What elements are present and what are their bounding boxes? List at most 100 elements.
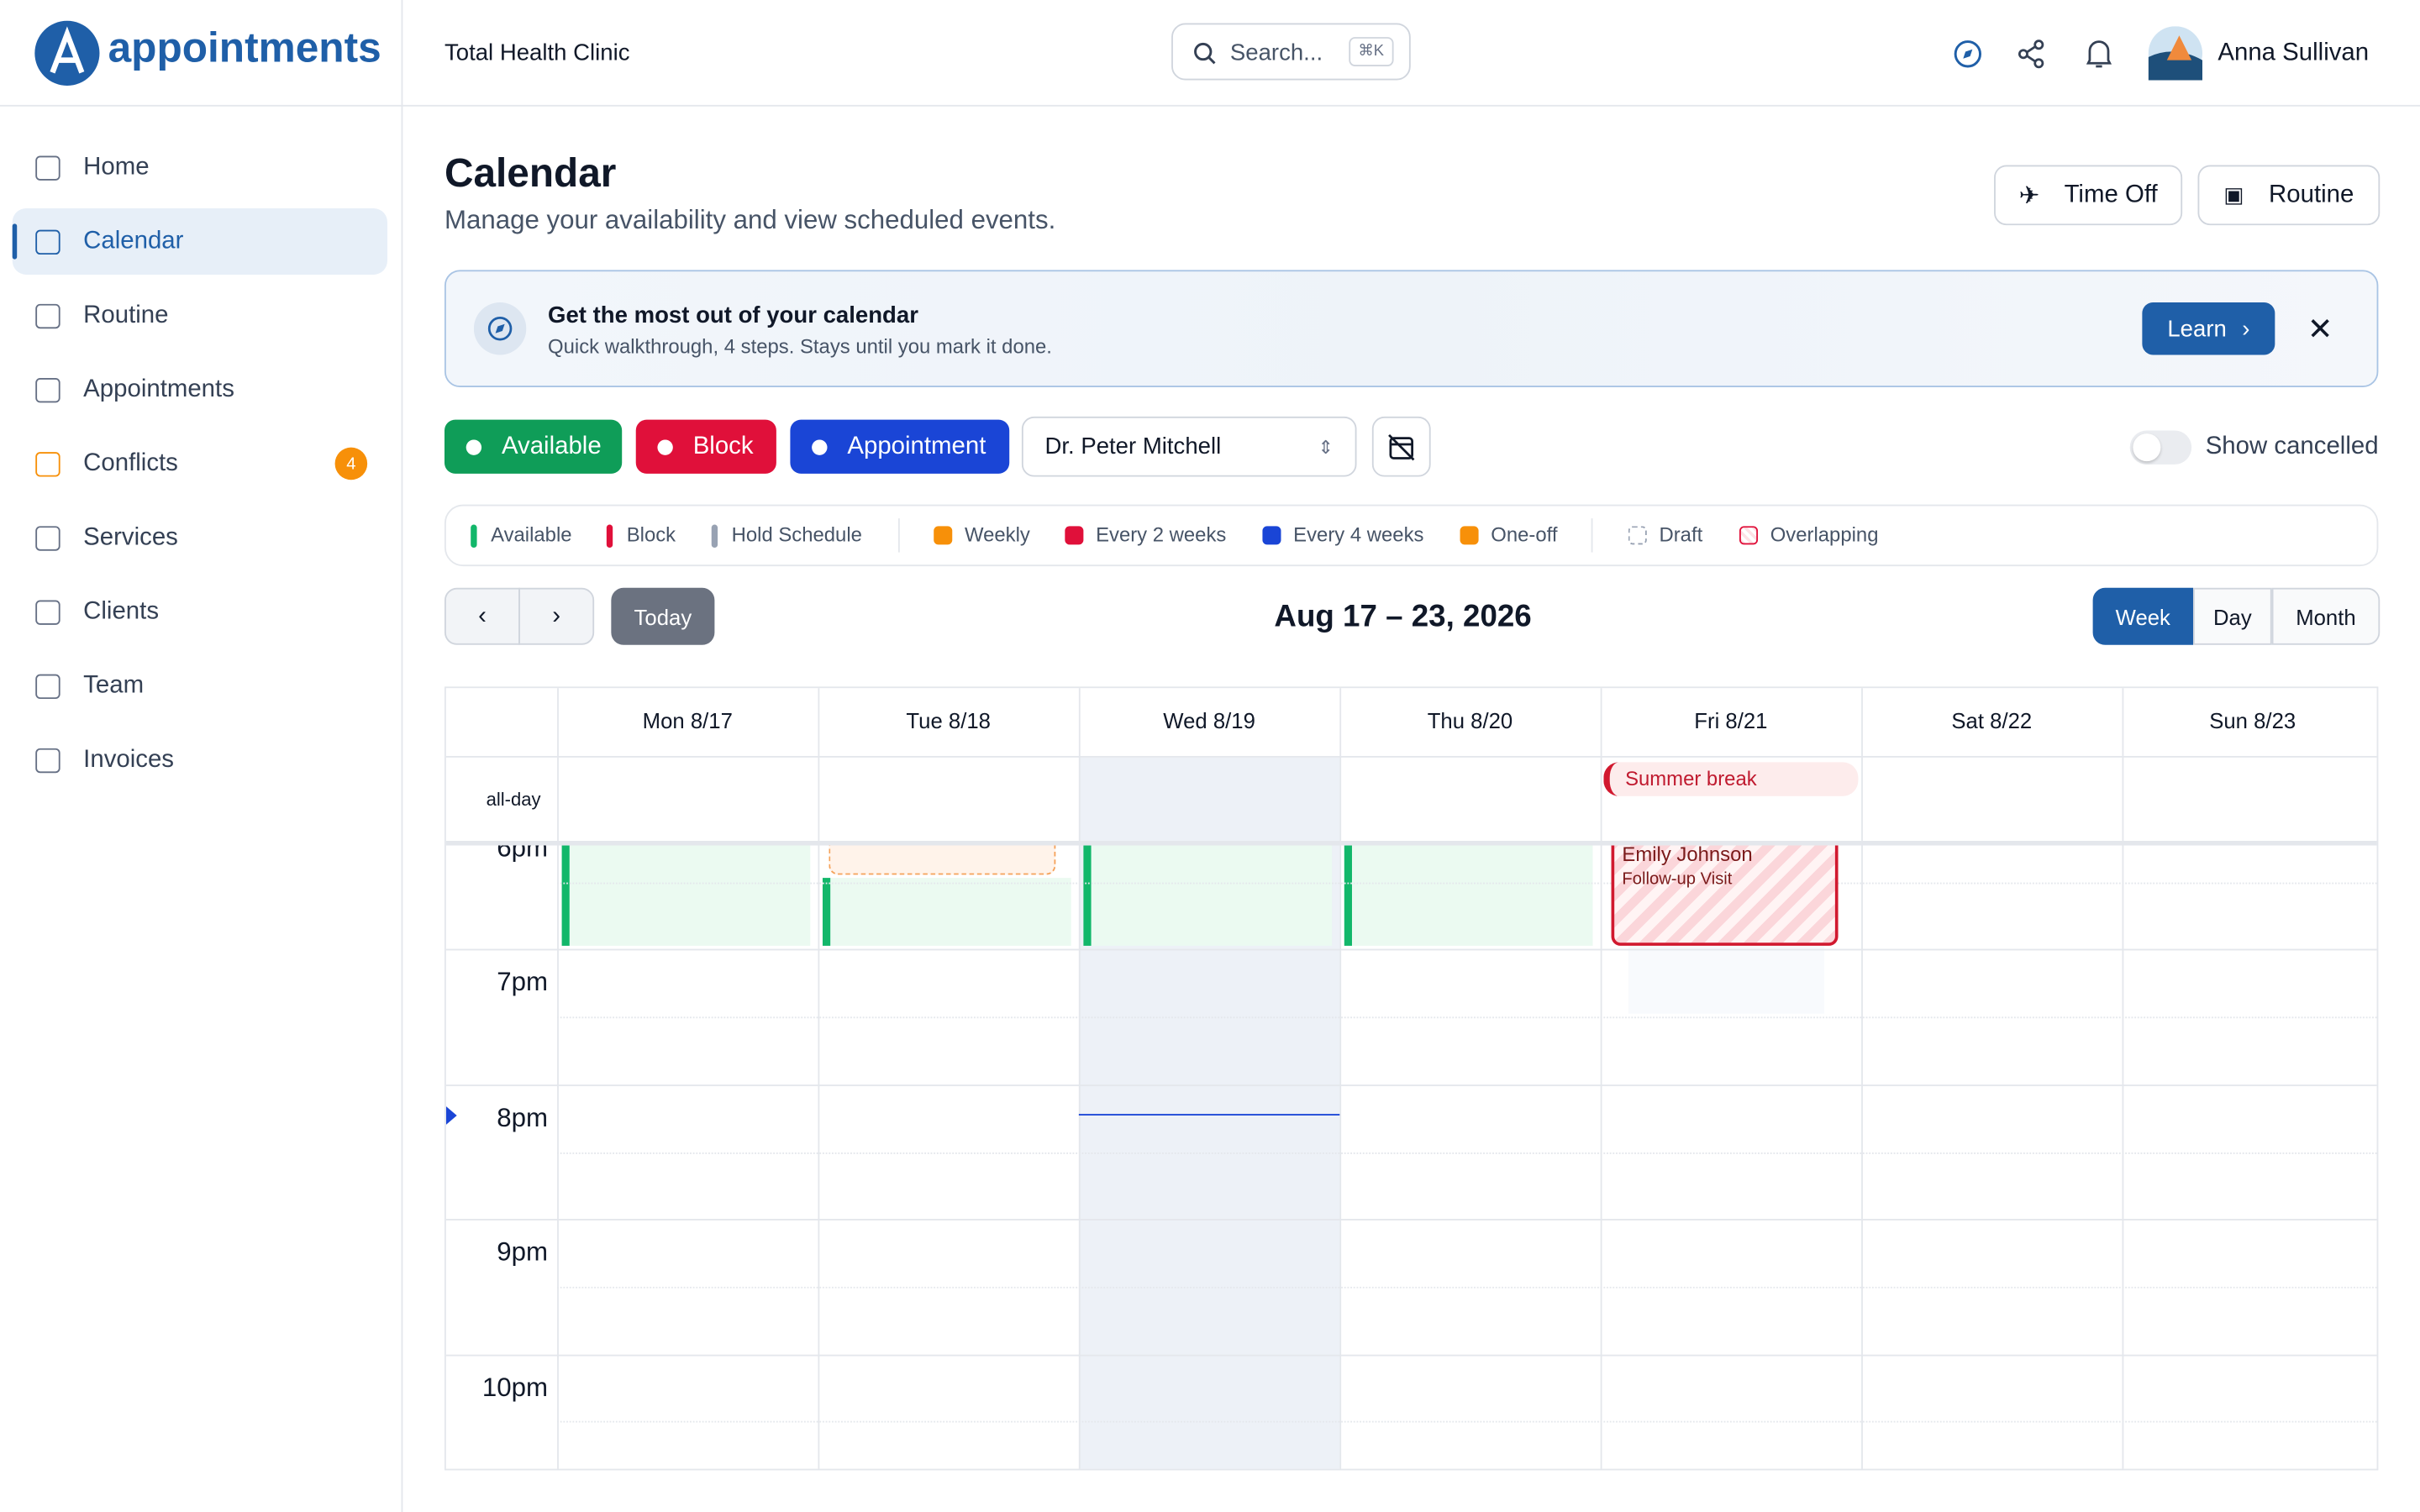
provider-name: Dr. Peter Mitchell [1044, 433, 1222, 460]
legend-swatch [1262, 526, 1281, 545]
type-dot [466, 438, 482, 454]
view-button[interactable]: Month [2271, 587, 2381, 645]
legend [444, 504, 2379, 567]
view-button[interactable]: Day [2193, 587, 2272, 645]
column-line [818, 688, 820, 1469]
toggle-switch[interactable] [2129, 430, 2192, 465]
share-icon[interactable] [2018, 39, 2049, 70]
half-hour-line [557, 1016, 2377, 1019]
nav-item[interactable]: Home [13, 134, 387, 201]
routine-button[interactable]: ▣ Routine [2197, 165, 2381, 226]
column-line [1339, 688, 1342, 1469]
legend-label: Weekly [964, 522, 1030, 547]
prev-button[interactable]: ‹ [444, 587, 520, 645]
time-body: 6pm 7pm 8pm 9pm 10pm Emily Johnson Follow-up V… [445, 845, 2377, 1469]
nav-label: Routine [83, 302, 169, 328]
calendar-off-icon [1388, 433, 1415, 460]
nav-item[interactable]: Calendar [12, 207, 388, 275]
hour-label: 7pm [497, 968, 549, 998]
logo-text: appointments [108, 24, 381, 71]
nav-icon [35, 525, 60, 550]
day-header: Fri 8/21 [1694, 708, 1768, 733]
bell-icon[interactable] [2084, 37, 2115, 71]
day-header: Wed 8/19 [1163, 708, 1255, 733]
faint-block [1628, 945, 1825, 1014]
all-day-event-label: Summer break [1625, 766, 1757, 790]
legend-swatch [711, 524, 718, 549]
type-label: Available [501, 433, 602, 459]
nav-item[interactable]: Appointments [13, 356, 387, 423]
learn-button[interactable]: Learn › [2142, 302, 2275, 355]
legend-swatch [1065, 526, 1084, 545]
day-header: Mon 8/17 [642, 708, 733, 733]
button-label: Routine [2269, 181, 2354, 208]
hour-label: 10pm [481, 1372, 549, 1402]
nav-label: Invoices [83, 746, 175, 773]
appointment-event[interactable]: Emily Johnson Follow-up Visit [1611, 845, 1839, 946]
hour-line [445, 949, 2377, 952]
nav-item[interactable]: Team [13, 653, 387, 719]
compass-icon[interactable] [1952, 39, 1983, 70]
type-button[interactable]: Available [444, 419, 623, 474]
search-box[interactable]: Search... ⌘K [1171, 23, 1411, 81]
type-dot [657, 438, 673, 454]
legend-swatch [1739, 526, 1759, 545]
nav-item[interactable]: Conflicts [13, 430, 387, 496]
half-hour-line [557, 1421, 2377, 1424]
nav-label: Calendar [83, 227, 184, 255]
button-label: Learn [2167, 315, 2227, 342]
nav-icon [35, 228, 60, 255]
availability-block [822, 878, 1071, 946]
half-hour-line [557, 1286, 2377, 1289]
all-day-line [445, 841, 2377, 846]
nav-label: Appointments [83, 375, 234, 402]
legend-divider [1591, 518, 1593, 553]
type-label: Block [692, 433, 754, 459]
event-type: Follow-up Visit [1622, 869, 1733, 889]
all-day-label: all-day [486, 788, 541, 811]
type-button[interactable]: Appointment [790, 419, 1010, 474]
nav-label: Clients [83, 597, 160, 624]
view-button[interactable]: Week [2092, 587, 2194, 645]
all-day-event[interactable]: Summer break [1603, 762, 1859, 796]
clinic-name: Total Health Clinic [444, 39, 630, 66]
nav-item[interactable]: Services [13, 505, 387, 571]
nav-item[interactable]: Routine [13, 282, 387, 349]
next-button[interactable]: › [518, 587, 595, 645]
calendar-off-button[interactable] [1371, 416, 1431, 477]
provider-select[interactable]: Dr. Peter Mitchell ⇕ [1021, 416, 1357, 477]
banner-title: Get the most out of your calendar [548, 302, 918, 329]
day-header: Tue 8/18 [906, 708, 991, 733]
column-line [1600, 688, 1602, 1469]
legend-label: Overlapping [1770, 522, 1879, 547]
toggle-label: Show cancelled [2205, 433, 2379, 460]
current-time-marker [445, 1105, 457, 1125]
legend-label: Draft [1659, 522, 1703, 547]
header-row-line [445, 756, 2377, 758]
hour-line [445, 1084, 2377, 1086]
nav-icon [35, 451, 60, 476]
legend-label: Every 2 weeks [1096, 522, 1227, 547]
legend-label: Hold Schedule [731, 522, 862, 547]
legend-swatch [934, 526, 953, 545]
hour-label: 8pm [497, 1102, 549, 1132]
today-button[interactable]: Today [611, 587, 715, 645]
hour-line [445, 1353, 2377, 1356]
time-off-button[interactable]: ✈ Time Off [1994, 165, 2183, 226]
column-line [1078, 688, 1081, 1469]
type-button[interactable]: Block [635, 419, 776, 474]
button-label: Today [634, 604, 692, 629]
nav-label: Services [83, 523, 178, 550]
nav-item[interactable]: Clients [13, 579, 387, 645]
user-avatar[interactable] [2148, 26, 2203, 81]
button-label: Time Off [2064, 181, 2158, 208]
date-range: Aug 17 – 23, 2026 [1274, 600, 1532, 634]
column-line [1861, 688, 1863, 1469]
close-button[interactable]: ✕ [2307, 312, 2333, 348]
page-title: Calendar [444, 150, 617, 197]
nav-item[interactable]: Invoices [13, 727, 387, 793]
user-name[interactable]: Anna Sullivan [2217, 39, 2370, 66]
legend-swatch [1460, 526, 1479, 545]
search-shortcut: ⌘K [1349, 37, 1393, 66]
legend-swatch [606, 524, 613, 549]
